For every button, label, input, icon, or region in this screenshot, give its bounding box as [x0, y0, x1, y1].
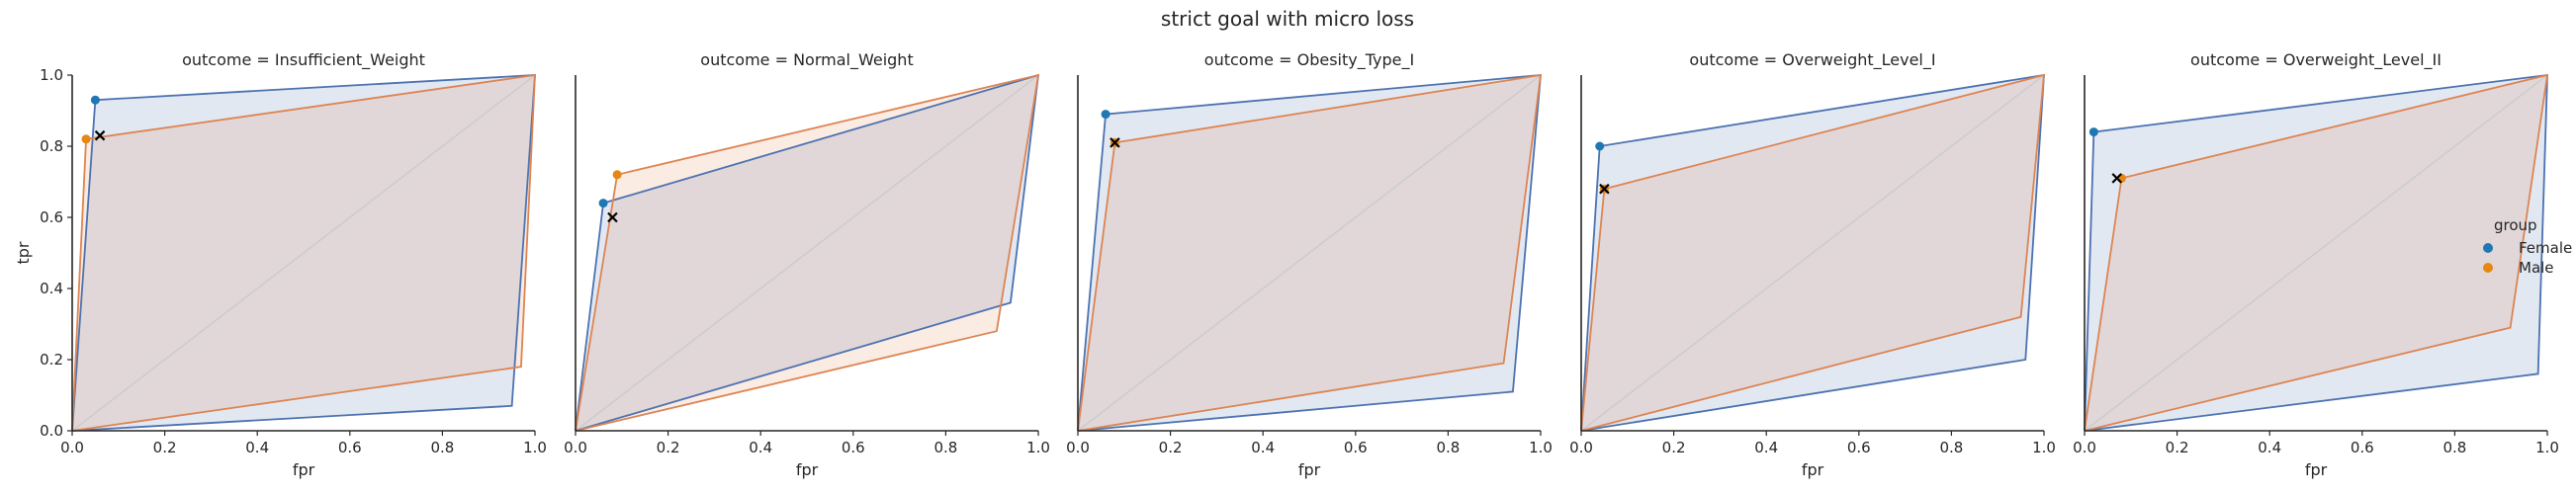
x-tick-label: 0.2	[1662, 439, 1686, 456]
legend-label-female: Female	[2519, 239, 2572, 257]
diagonal-line	[575, 74, 1039, 432]
panel-2: outcome = Normal_Weight 0.0 0.2 0.4 0.6 0.8 1.…	[564, 50, 1050, 479]
y-tick-label: 0.6	[40, 208, 63, 226]
y-tick-label: 0.4	[40, 280, 63, 297]
x-tick-label: 1.0	[1529, 439, 1553, 456]
x-tick-label: 0.0	[1569, 439, 1593, 456]
x-tick-label: 0.0	[60, 439, 84, 456]
point-female	[90, 95, 100, 105]
x-tick-label: 1.0	[1026, 439, 1050, 456]
y-tick-label: 0.0	[40, 422, 63, 440]
x-tick-label: 0.6	[2351, 439, 2374, 456]
x-tick-label: 0.6	[338, 439, 362, 456]
x-tick-label: 0.0	[1066, 439, 1090, 456]
panel-title: outcome = Overweight_Level_II	[2190, 50, 2442, 70]
x-tick-label: 0.2	[2166, 439, 2189, 456]
target-marker	[1599, 183, 1610, 195]
x-tick-label: 0.2	[657, 439, 680, 456]
diagonal-line	[71, 74, 536, 432]
hull-line-male	[575, 73, 1040, 432]
point-female	[2088, 127, 2098, 137]
panel-5: outcome = Overweight_Level_II 0.0 0.2 0.4 0.…	[2073, 50, 2559, 479]
x-tick-label: 0.6	[1847, 439, 1871, 456]
legend-title: group	[2494, 216, 2537, 234]
y-axis-label: tpr	[14, 241, 33, 264]
point-female	[598, 199, 608, 208]
panel-title: outcome = Overweight_Level_I	[1689, 50, 1935, 70]
x-tick-label: 0.4	[245, 439, 269, 456]
figure-title: strict goal with micro loss	[1161, 7, 1414, 31]
x-tick-label: 0.4	[2258, 439, 2281, 456]
x-axis-label: fpr	[1298, 460, 1321, 479]
x-tick-label: 0.4	[749, 439, 772, 456]
x-tick-label: 0.0	[2073, 439, 2096, 456]
y-tick-label: 1.0	[40, 66, 63, 84]
x-tick-label: 1.0	[2032, 439, 2056, 456]
x-tick-label: 0.2	[153, 439, 177, 456]
panels: outcome = Insufficient_Weight 0.0 0.2 0.4 0.…	[14, 50, 2559, 479]
x-tick-label: 1.0	[523, 439, 547, 456]
x-tick-label: 0.8	[933, 439, 957, 456]
x-axis-label: fpr	[293, 460, 315, 479]
legend-label-male: Male	[2519, 259, 2554, 277]
hull-line-male	[1580, 73, 2046, 432]
x-tick-label: 0.6	[1344, 439, 1368, 456]
point-female	[1101, 110, 1110, 120]
panel-title: outcome = Normal_Weight	[700, 50, 913, 70]
x-tick-label: 0.0	[564, 439, 587, 456]
diagonal-line	[2084, 74, 2548, 432]
x-tick-label: 0.8	[2443, 439, 2466, 456]
x-tick-label: 0.6	[842, 439, 865, 456]
y-tick-label: 0.2	[40, 351, 63, 369]
x-tick-label: 0.8	[1939, 439, 1963, 456]
x-axis-label: fpr	[796, 460, 819, 479]
target-marker	[1110, 137, 1120, 148]
target-marker	[2111, 173, 2123, 184]
diagonal-line	[1580, 74, 2045, 432]
x-axis-label: fpr	[2305, 460, 2328, 479]
x-tick-label: 1.0	[2535, 439, 2559, 456]
y-tick-label: 0.8	[40, 137, 63, 155]
point-male	[81, 134, 91, 144]
hull-line-male	[2084, 73, 2549, 432]
point-female	[1595, 141, 1605, 151]
panel-title: outcome = Obesity_Type_I	[1204, 50, 1414, 70]
hull-line-male	[71, 73, 536, 432]
x-tick-label: 0.8	[1436, 439, 1460, 456]
x-tick-label: 0.4	[1251, 439, 1275, 456]
panel-1: outcome = Insufficient_Weight 0.0 0.2 0.4 0.…	[14, 50, 547, 479]
x-axis-label: fpr	[1802, 460, 1824, 479]
legend-marker-female	[2483, 243, 2493, 253]
legend: group Female Male	[2483, 216, 2572, 277]
x-tick-label: 0.2	[1159, 439, 1183, 456]
hull-line-male	[1077, 73, 1543, 432]
target-marker	[607, 211, 618, 223]
x-tick-label: 0.8	[430, 439, 454, 456]
panel-title: outcome = Insufficient_Weight	[182, 50, 425, 70]
point-male	[612, 170, 622, 180]
panel-4: outcome = Overweight_Level_I 0.0 0.2 0.4 0.6…	[1569, 50, 2056, 479]
legend-marker-male	[2483, 263, 2493, 273]
panel-3: outcome = Obesity_Type_I 0.0 0.2 0.4 0.6 0.8 1…	[1066, 50, 1553, 479]
target-marker	[94, 129, 106, 141]
diagonal-line	[1077, 74, 1542, 432]
x-tick-label: 0.4	[1754, 439, 1778, 456]
